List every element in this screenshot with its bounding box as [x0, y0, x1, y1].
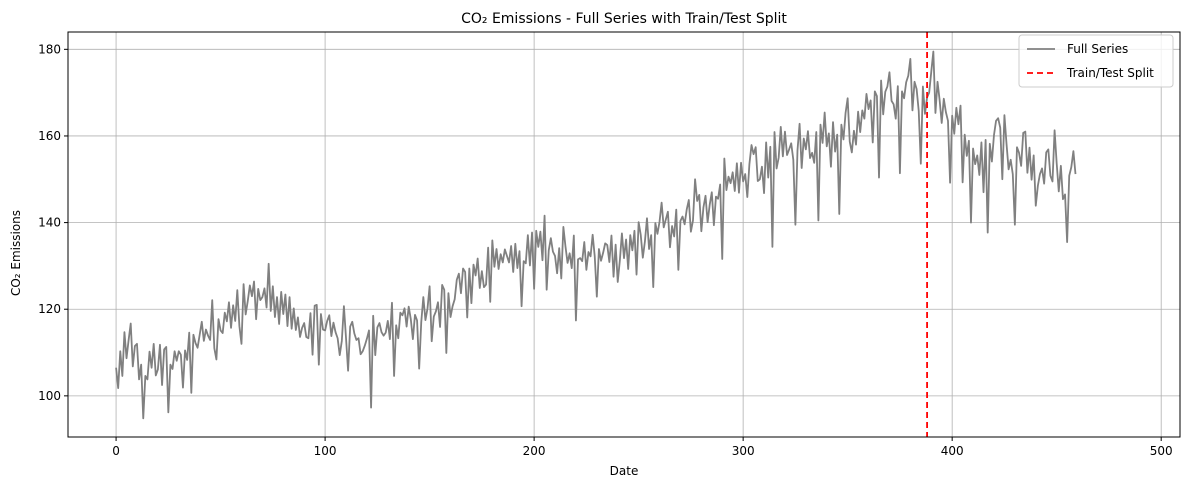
x-tick-label: 500	[1150, 444, 1173, 458]
y-axis-label: CO₂ Emissions	[9, 210, 23, 296]
y-tick-label: 100	[38, 389, 61, 403]
x-axis-label: Date	[610, 464, 639, 478]
x-tick-label: 200	[523, 444, 546, 458]
legend-box	[1018, 34, 1174, 88]
x-tick-label: 300	[732, 444, 755, 458]
x-tick-label: 100	[314, 444, 337, 458]
y-tick-label: 140	[38, 216, 61, 230]
chart-title: CO₂ Emissions - Full Series with Train/T…	[461, 11, 787, 27]
x-tick-label: 0	[112, 444, 120, 458]
y-tick-label: 160	[38, 129, 61, 143]
axes-frame	[67, 31, 1181, 438]
series-line-full-series	[115, 50, 1077, 420]
legend-label-split: Train/Test Split	[1066, 66, 1154, 80]
x-tick-label: 400	[941, 444, 964, 458]
legend: Full Series Train/Test Split	[1018, 34, 1174, 88]
y-tick-label: 180	[38, 42, 61, 56]
x-axis-ticks: 0 100 200 300 400 500	[112, 437, 1173, 458]
legend-label-full-series: Full Series	[1067, 42, 1128, 56]
plot-area	[115, 32, 1077, 437]
y-tick-label: 120	[38, 302, 61, 316]
y-axis-ticks: 100 120 140 160 180	[38, 42, 68, 403]
